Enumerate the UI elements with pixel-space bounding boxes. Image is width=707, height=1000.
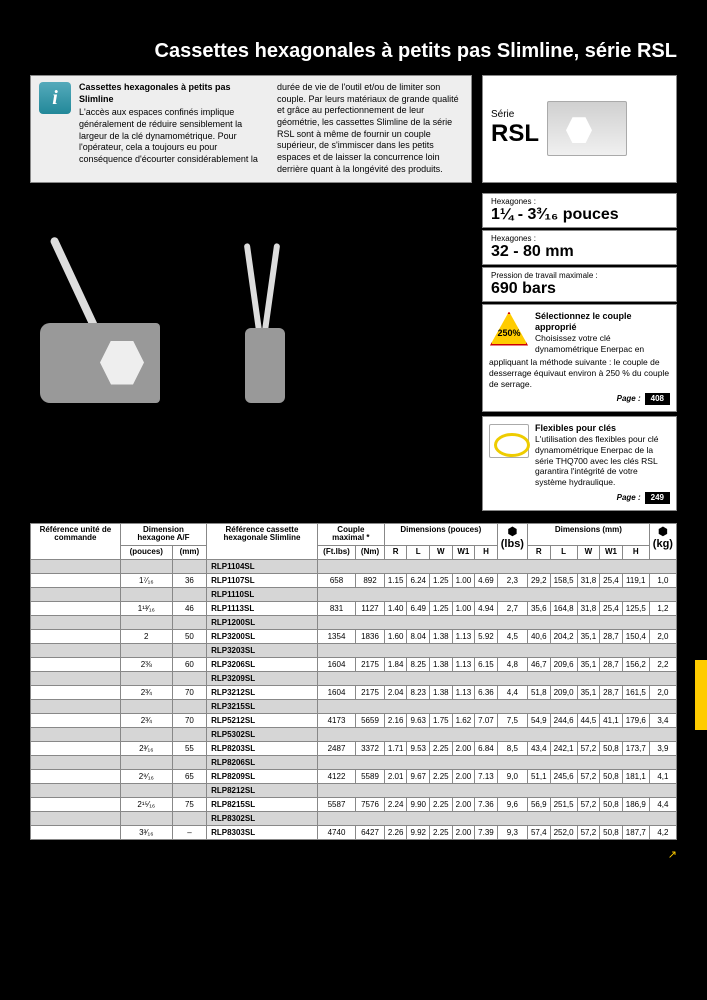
info-box: i Cassettes hexagonales à petits pas Sli… xyxy=(30,75,472,183)
series-box: Série RSL xyxy=(482,75,677,183)
info-icon: i xyxy=(39,82,71,114)
right-column: Hexagones :1¼ - 3³⁄₁₆ poucesHexagones :3… xyxy=(482,193,677,515)
table-row: RLP8212SL xyxy=(31,783,677,797)
tip-body: L'utilisation des flexibles pour clé dyn… xyxy=(535,434,670,487)
col-hex-dim: Dimension hexagone A/F xyxy=(120,523,206,546)
table-row: RLP1200SL xyxy=(31,615,677,629)
page-ref: Page :249 xyxy=(489,492,670,504)
spec-table: Référence unité de commande Dimension he… xyxy=(30,523,677,840)
tip-body-start: Choisissez votre clé dynamométrique Ener… xyxy=(535,333,670,354)
tip-title: Flexibles pour clés xyxy=(535,423,670,434)
weight-icon: ⬢(lbs) xyxy=(497,523,527,559)
specs-column: Hexagones :1¼ - 3³⁄₁₆ poucesHexagones :3… xyxy=(482,193,677,302)
table-row: 3³⁄₁₆–RLP8303SL474064272.269.922.252.007… xyxy=(31,825,677,839)
table-row: RLP1104SL xyxy=(31,559,677,573)
table-row: 2⅜60RLP3206SL160421751.848.251.381.136.1… xyxy=(31,657,677,671)
warning-triangle-icon: 250% xyxy=(489,311,529,347)
info-text: Cassettes hexagonales à petits pas Sliml… xyxy=(79,82,463,176)
tool-diagram-front xyxy=(230,293,320,403)
table-row: 2¾70RLP3212SL160421752.048.231.381.136.3… xyxy=(31,685,677,699)
table-row: RLP3215SL xyxy=(31,699,677,713)
table-row: 2⁹⁄₁₆65RLP8209SL412255892.019.672.252.00… xyxy=(31,769,677,783)
top-row: i Cassettes hexagonales à petits pas Sli… xyxy=(30,75,677,183)
table-row: 2¾70RLP5212SL417356592.169.631.751.627.0… xyxy=(31,713,677,727)
table-row: 250RLP3200SL135418361.608.041.381.135.92… xyxy=(31,629,677,643)
table-row: RLP5302SL xyxy=(31,727,677,741)
table-row: RLP8206SL xyxy=(31,755,677,769)
data-table-wrap: Référence unité de commande Dimension he… xyxy=(30,523,677,840)
col-ref-cmd: Référence unité de commande xyxy=(31,523,121,559)
footer-link-icon: ↗ xyxy=(30,848,677,861)
section-tab xyxy=(695,660,707,730)
spec-box: Hexagones :1¼ - 3³⁄₁₆ pouces xyxy=(482,193,677,228)
series-name: RSL xyxy=(491,120,539,148)
tip-torque: 250% Sélectionnez le couple approprié Ch… xyxy=(482,304,677,413)
tip-title: Sélectionnez le couple approprié xyxy=(535,311,670,334)
hose-icon xyxy=(489,423,529,459)
table-row: 1⁷⁄₁₆36RLP1107SL6588921.156.241.251.004.… xyxy=(31,573,677,587)
series-label: Série xyxy=(491,109,539,120)
table-row: 1¹³⁄₁₆46RLP1113SL83111271.406.491.251.00… xyxy=(31,601,677,615)
col-dim-in: Dimensions (pouces) xyxy=(384,523,497,546)
mid-row: Hexagones :1¼ - 3³⁄₁₆ poucesHexagones :3… xyxy=(30,193,677,515)
table-row: 2³⁄₁₆55RLP8203SL248733721.719.532.252.00… xyxy=(31,741,677,755)
weight-icon: ⬢(kg) xyxy=(649,523,676,559)
tool-diagram-side xyxy=(40,293,180,403)
page-ref: Page :408 xyxy=(489,393,670,405)
table-row: RLP8302SL xyxy=(31,811,677,825)
product-image xyxy=(547,101,627,156)
diagram-area xyxy=(30,193,472,423)
table-row: RLP1110SL xyxy=(31,587,677,601)
col-dim-mm: Dimensions (mm) xyxy=(527,523,649,546)
spec-box: Hexagones :32 - 80 mm xyxy=(482,230,677,265)
col-couple: Couple maximal * xyxy=(317,523,384,546)
spec-box: Pression de travail maximale :690 bars xyxy=(482,267,677,302)
tip-body: appliquant la méthode suivante : le coup… xyxy=(489,357,670,389)
table-row: RLP3203SL xyxy=(31,643,677,657)
table-row: RLP3209SL xyxy=(31,671,677,685)
catalog-page: Cassettes hexagonales à petits pas Sliml… xyxy=(0,0,707,881)
col-ref-cass: Référence cassette hexagonale Slimline xyxy=(207,523,318,559)
info-heading: Cassettes hexagonales à petits pas Sliml… xyxy=(79,82,265,105)
table-row: 2¹⁵⁄₁₆75RLP8215SL558775762.249.902.252.0… xyxy=(31,797,677,811)
tip-hoses: Flexibles pour clés L'utilisation des fl… xyxy=(482,416,677,510)
page-title: Cassettes hexagonales à petits pas Sliml… xyxy=(30,40,677,63)
